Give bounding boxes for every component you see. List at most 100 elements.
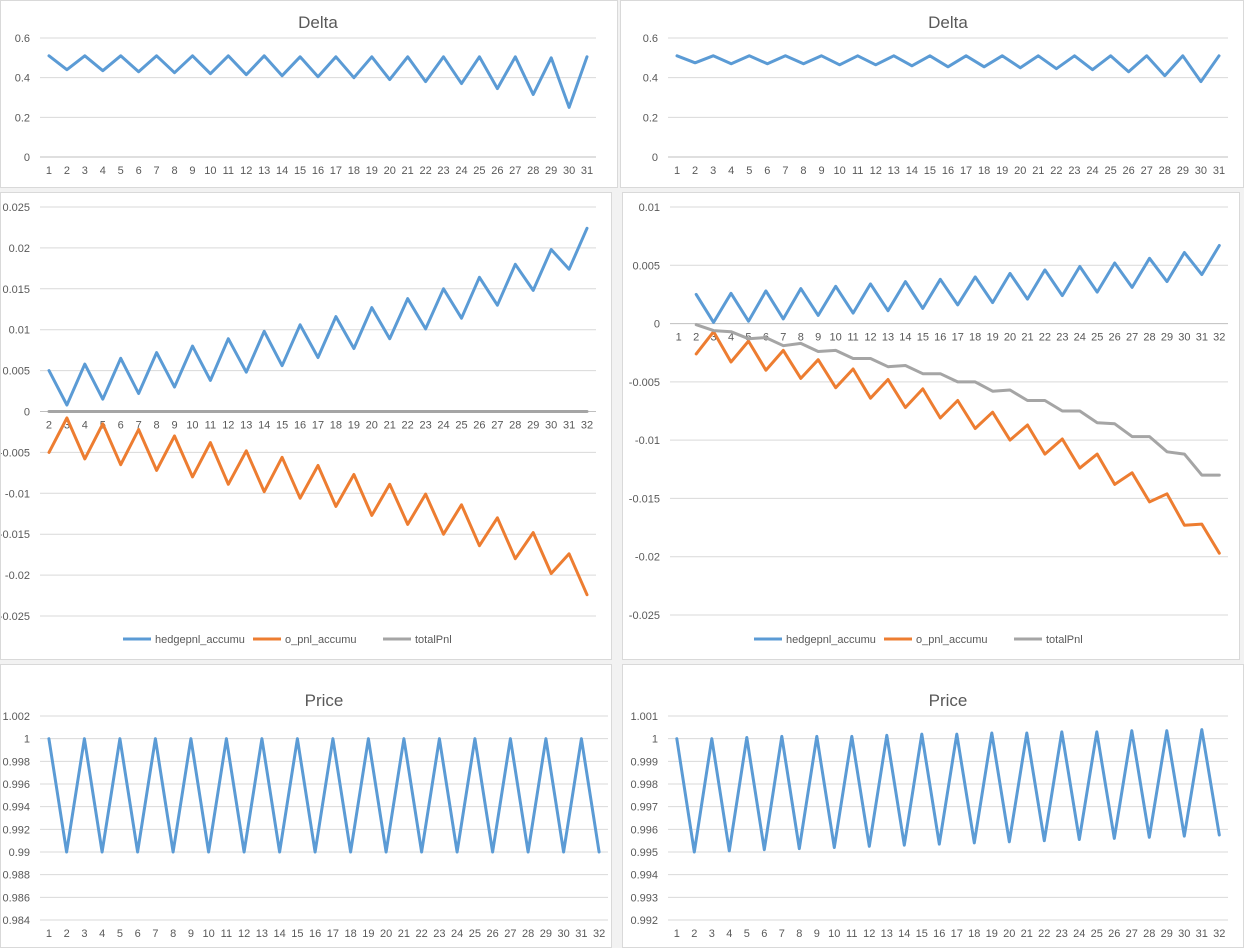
x-tick-label: 11 <box>221 928 232 940</box>
x-tick-label: 9 <box>171 420 177 432</box>
x-tick-label: 31 <box>1213 165 1225 177</box>
price-left-panel: 0.984 0.986 0.988 0.99 0.992 0.994 0.996 0.998 1… <box>0 664 612 948</box>
x-tick-label: 16 <box>294 420 306 432</box>
x-tick-label: 8 <box>171 165 177 177</box>
x-tick-label: 18 <box>330 420 342 432</box>
x-tick-label: 31 <box>581 165 593 177</box>
x-tick-label: 8 <box>154 420 160 432</box>
x-tick-label: 29 <box>1161 332 1173 344</box>
x-tick-label: 17 <box>951 928 963 940</box>
x-tick-label: 2 <box>64 928 70 940</box>
x-tick-label: 4 <box>726 928 732 940</box>
y-tick-label: 0.6 <box>15 33 30 45</box>
y-tick-label: 0.984 <box>2 915 30 927</box>
x-tick-label: 14 <box>898 928 910 940</box>
x-tick-label: 14 <box>906 165 918 177</box>
y-tick-label: 0.2 <box>15 112 30 124</box>
x-tick-label: 28 <box>1143 332 1155 344</box>
y-tick-label: -0.01 <box>635 435 660 447</box>
x-tick-label: 9 <box>818 165 824 177</box>
x-tick-label: 3 <box>711 332 717 344</box>
x-tick-label: 13 <box>881 928 893 940</box>
x-tick-label: 6 <box>761 928 767 940</box>
x-tick-label: 12 <box>240 165 252 177</box>
legend-label: hedgepnl_accumu <box>786 634 876 646</box>
x-tick-label: 13 <box>882 332 894 344</box>
x-tick-label: 21 <box>384 420 396 432</box>
x-tick-label: 23 <box>437 165 449 177</box>
x-tick-label: 28 <box>509 420 521 432</box>
x-tick-label: 5 <box>117 928 123 940</box>
x-tick-label: 7 <box>152 928 158 940</box>
x-tick-label: 2 <box>64 165 70 177</box>
delta-right-panel: 0 0.2 0.4 0.6 1 2 3 4 5 6 7 8 9 10 11 12 13 14 15 16 17 18 19 2… <box>620 0 1244 188</box>
x-tick-label: 4 <box>728 332 734 344</box>
y-tick-label: 0.999 <box>630 756 658 768</box>
legend-label: totalPnl <box>1046 634 1083 646</box>
x-tick-label: 25 <box>469 928 481 940</box>
x-tick-label: 18 <box>345 928 357 940</box>
x-tick-label: 15 <box>294 165 306 177</box>
pnl-left-panel: -0.025 -0.02 -0.015 -0.01 -0.005 0 0.005 0.01 0.… <box>0 192 612 660</box>
x-tick-label: 6 <box>118 420 124 432</box>
y-tick-label: 0 <box>652 152 658 164</box>
x-tick-label: 27 <box>1141 165 1153 177</box>
data-series-line <box>675 728 1221 854</box>
x-tick-label: 28 <box>527 165 539 177</box>
x-tick-label: 14 <box>274 928 286 940</box>
x-tick-label: 2 <box>691 928 697 940</box>
chart-svg: 00.20.40.61 2 3 4 5 6 7 8 9 10 11 12 13 14 15 16 17 18 19 2… <box>15 13 596 177</box>
y-tick-label: 1.001 <box>630 711 658 723</box>
y-tick-label: -0.015 <box>629 493 660 505</box>
x-tick-label: 30 <box>558 928 570 940</box>
x-tick-label: 5 <box>744 928 750 940</box>
y-tick-label: 0.015 <box>2 284 30 296</box>
x-tick-label: 24 <box>1073 928 1085 940</box>
x-tick-label: 16 <box>934 332 946 344</box>
y-tick-label: 0.025 <box>2 202 30 214</box>
x-tick-label: 27 <box>491 420 503 432</box>
x-tick-label: 16 <box>309 928 321 940</box>
y-tick-label: 0.998 <box>630 779 658 791</box>
x-tick-label: 17 <box>960 165 972 177</box>
x-tick-label: 4 <box>99 928 105 940</box>
x-tick-label: 15 <box>917 332 929 344</box>
x-tick-label: 11 <box>847 332 858 344</box>
x-tick-label: 7 <box>779 928 785 940</box>
x-tick-label: 26 <box>487 928 499 940</box>
x-tick-label: 26 <box>1108 928 1120 940</box>
y-tick-label: 1 <box>652 734 658 746</box>
y-tick-label: 0.993 <box>630 892 658 904</box>
x-tick-label: 31 <box>1196 332 1208 344</box>
x-tick-label: 17 <box>952 332 964 344</box>
x-tick-label: 20 <box>1004 332 1016 344</box>
chart-title: Delta <box>928 13 968 32</box>
x-tick-label: 31 <box>575 928 587 940</box>
x-tick-label: 24 <box>455 165 467 177</box>
y-tick-label: -0.02 <box>5 570 30 582</box>
x-tick-label: 10 <box>204 165 216 177</box>
x-tick-label: 18 <box>348 165 360 177</box>
x-tick-label: 23 <box>433 928 445 940</box>
x-tick-label: 10 <box>828 928 840 940</box>
legend-label: hedgepnl_accumu <box>155 634 245 646</box>
y-tick-label: -0.025 <box>1 611 30 623</box>
y-tick-label: 0.2 <box>643 112 658 124</box>
y-tick-label: 0.99 <box>9 847 30 859</box>
x-tick-label: 7 <box>780 332 786 344</box>
y-tick-label: -0.02 <box>635 552 660 564</box>
totalpnl-series-line <box>694 323 1221 477</box>
x-tick-label: 12 <box>870 165 882 177</box>
y-tick-label: 0.005 <box>632 260 660 272</box>
y-tick-label: 0.005 <box>2 366 30 378</box>
x-tick-label: 9 <box>188 928 194 940</box>
x-tick-label: 12 <box>863 928 875 940</box>
x-tick-label: 27 <box>1126 332 1138 344</box>
x-tick-label: 3 <box>82 165 88 177</box>
x-tick-label: 23 <box>1068 165 1080 177</box>
x-tick-label: 10 <box>833 165 845 177</box>
y-tick-label: -0.025 <box>629 610 660 622</box>
x-tick-label: 27 <box>509 165 521 177</box>
hedgepnl-accumu-series-line <box>47 226 589 407</box>
x-tick-label: 17 <box>312 420 324 432</box>
